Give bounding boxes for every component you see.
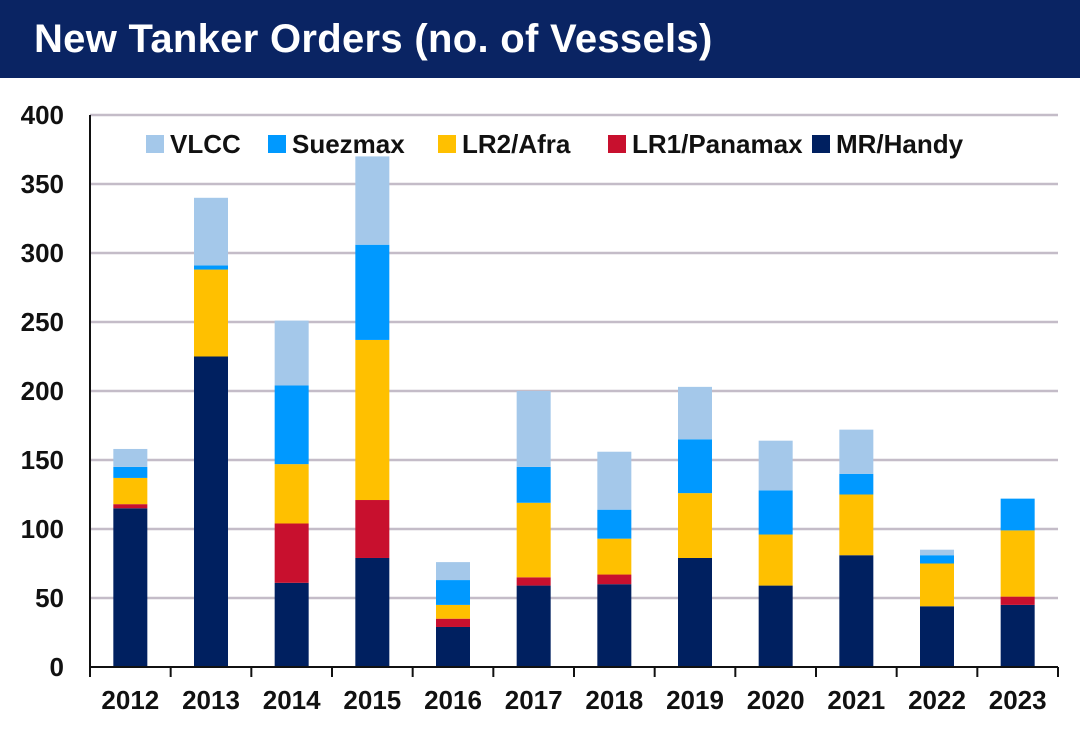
legend-label-mr-handy: MR/Handy	[836, 129, 964, 159]
bar-segment-mr-handy-2013	[194, 356, 228, 667]
bar-segment-lr2-afra-2016	[436, 604, 470, 619]
x-tick-label: 2023	[989, 685, 1047, 715]
bar-segment-mr-handy-2021	[839, 555, 874, 667]
y-tick-label: 250	[21, 307, 64, 337]
chart-title: New Tanker Orders (no. of Vessels)	[34, 16, 713, 61]
bar-segment-vlcc-2018	[597, 451, 632, 510]
bar-segment-lr2-afra-2022	[920, 563, 954, 607]
x-tick-label: 2017	[505, 685, 563, 715]
bars-group	[113, 156, 1035, 667]
y-tick-label: 350	[21, 169, 64, 199]
chart-area: 0 50 100 150 200 250 300 350 400 2012 2013 2014 201…	[0, 78, 1080, 750]
y-tick-label: 200	[21, 376, 64, 406]
bar-segment-vlcc-2012	[113, 448, 148, 467]
x-tick-label: 2012	[101, 685, 159, 715]
bar-segment-lr1-panamax-2012	[113, 504, 148, 509]
bar-segment-lr1-panamax-2017	[516, 577, 551, 586]
bar-segment-mr-handy-2016	[436, 626, 470, 667]
bar-segment-lr1-panamax-2014	[274, 523, 309, 583]
bar-segment-vlcc-2013	[194, 197, 228, 266]
legend-swatch-lr2-afra	[438, 135, 456, 153]
bar-segment-suezmax-2016	[436, 580, 470, 605]
bar-segment-lr2-afra-2013	[194, 269, 228, 357]
bar-segment-vlcc-2022	[920, 549, 954, 556]
bar-segment-suezmax-2021	[839, 473, 874, 495]
x-tick-label: 2021	[827, 685, 885, 715]
legend-label-lr1-panamax: LR1/Panamax	[632, 129, 803, 159]
legend-swatch-lr1-panamax	[608, 135, 626, 153]
y-tick-label: 300	[21, 238, 64, 268]
y-tick-label: 400	[21, 100, 64, 130]
bar-segment-mr-handy-2017	[516, 585, 551, 667]
bar-segment-suezmax-2019	[678, 439, 712, 494]
legend-swatch-mr-handy	[812, 135, 830, 153]
y-tick-label: 0	[50, 652, 64, 682]
bar-segment-mr-handy-2018	[597, 584, 632, 667]
x-tick-label: 2014	[263, 685, 321, 715]
bar-segment-lr1-panamax-2015	[355, 500, 390, 558]
bar-segment-vlcc-2014	[274, 320, 309, 386]
bar-segment-mr-handy-2012	[113, 508, 148, 667]
x-tick-label: 2018	[585, 685, 643, 715]
gridlines	[90, 113, 1058, 600]
x-tick-label: 2020	[747, 685, 805, 715]
bar-segment-vlcc-2015	[355, 156, 390, 245]
x-tick-label: 2015	[343, 685, 401, 715]
bar-segment-vlcc-2020	[758, 440, 793, 491]
y-tick-label: 50	[35, 583, 64, 613]
bar-segment-mr-handy-2022	[920, 606, 954, 667]
bar-segment-suezmax-2015	[355, 244, 390, 340]
title-bar: New Tanker Orders (no. of Vessels)	[0, 0, 1080, 78]
legend-label-suezmax: Suezmax	[292, 129, 405, 159]
bar-segment-lr1-panamax-2018	[597, 574, 632, 585]
bar-segment-mr-handy-2014	[274, 582, 309, 667]
bar-segment-suezmax-2023	[1000, 498, 1035, 531]
legend-swatch-vlcc	[146, 135, 164, 153]
bar-segment-lr2-afra-2017	[516, 502, 551, 578]
bar-segment-suezmax-2017	[516, 466, 551, 503]
bar-segment-suezmax-2012	[113, 466, 148, 478]
legend-swatch-suezmax	[268, 135, 286, 153]
bar-segment-lr2-afra-2020	[758, 534, 793, 586]
x-tick-label: 2013	[182, 685, 240, 715]
legend-label-lr2-afra: LR2/Afra	[462, 129, 571, 159]
bar-segment-mr-handy-2015	[355, 557, 390, 667]
x-tick-labels: 2012 2013 2014 2015 2016 2017 2018 2019 2020 2021…	[101, 685, 1046, 715]
bar-segment-vlcc-2021	[839, 429, 874, 474]
bar-segment-mr-handy-2020	[758, 585, 793, 667]
x-tick-label: 2022	[908, 685, 966, 715]
bar-segment-suezmax-2013	[194, 265, 228, 270]
bar-segment-lr2-afra-2021	[839, 494, 874, 556]
bar-segment-vlcc-2017	[516, 391, 551, 467]
bar-segment-mr-handy-2023	[1000, 604, 1035, 667]
legend-label-vlcc: VLCC	[170, 129, 241, 159]
y-tick-label: 100	[21, 514, 64, 544]
x-tick-label: 2016	[424, 685, 482, 715]
bar-segment-lr2-afra-2019	[678, 493, 712, 558]
bar-segment-lr1-panamax-2016	[436, 618, 470, 627]
bar-segment-mr-handy-2019	[678, 557, 712, 667]
y-tick-labels: 0 50 100 150 200 250 300 350 400	[21, 100, 64, 682]
bar-segment-suezmax-2020	[758, 490, 793, 535]
bar-segment-vlcc-2019	[678, 386, 712, 440]
axes	[89, 115, 1059, 677]
bar-segment-lr2-afra-2014	[274, 464, 309, 524]
bar-segment-vlcc-2016	[436, 562, 470, 581]
bar-segment-lr2-afra-2018	[597, 538, 632, 575]
x-tick-label: 2019	[666, 685, 724, 715]
bar-segment-lr2-afra-2015	[355, 339, 390, 501]
bar-segment-lr1-panamax-2023	[1000, 596, 1035, 605]
bar-segment-lr2-afra-2012	[113, 477, 148, 505]
bar-segment-suezmax-2022	[920, 555, 954, 564]
bar-segment-lr2-afra-2023	[1000, 530, 1035, 597]
legend: VLCC Suezmax LR2/Afra LR1/Panamax MR/Handy	[146, 129, 964, 159]
bar-segment-suezmax-2018	[597, 509, 632, 539]
y-tick-label: 150	[21, 445, 64, 475]
bar-segment-suezmax-2014	[274, 385, 309, 465]
